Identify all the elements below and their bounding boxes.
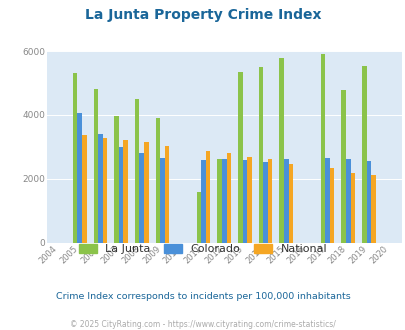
Bar <box>222 159 226 243</box>
Bar <box>329 168 334 243</box>
Bar <box>366 161 370 243</box>
Bar <box>324 158 329 243</box>
Bar <box>201 160 205 243</box>
Bar <box>247 157 251 243</box>
Bar <box>263 162 267 243</box>
Bar <box>217 159 222 243</box>
Bar <box>350 173 354 243</box>
Text: Crime Index corresponds to incidents per 100,000 inhabitants: Crime Index corresponds to incidents per… <box>55 292 350 301</box>
Bar <box>267 159 272 243</box>
Bar <box>196 191 201 243</box>
Bar <box>82 135 86 243</box>
Bar <box>144 142 148 243</box>
Bar <box>258 67 263 243</box>
Bar <box>288 164 292 243</box>
Bar <box>139 153 144 243</box>
Bar <box>345 159 350 243</box>
Text: La Junta Property Crime Index: La Junta Property Crime Index <box>85 8 320 22</box>
Bar <box>160 158 164 243</box>
Bar <box>370 175 375 243</box>
Bar <box>98 134 102 243</box>
Bar <box>164 146 169 243</box>
Bar <box>134 99 139 243</box>
Bar <box>238 72 242 243</box>
Bar <box>123 140 128 243</box>
Bar <box>361 66 366 243</box>
Bar <box>284 159 288 243</box>
Bar <box>341 90 345 243</box>
Bar <box>77 113 82 243</box>
Bar <box>320 54 324 243</box>
Bar <box>205 151 210 243</box>
Bar <box>93 89 98 243</box>
Bar <box>102 138 107 243</box>
Bar <box>114 115 119 243</box>
Bar <box>226 152 230 243</box>
Text: © 2025 CityRating.com - https://www.cityrating.com/crime-statistics/: © 2025 CityRating.com - https://www.city… <box>70 320 335 329</box>
Bar <box>73 74 77 243</box>
Bar <box>242 160 247 243</box>
Bar <box>119 148 123 243</box>
Bar <box>279 58 284 243</box>
Legend: La Junta, Colorado, National: La Junta, Colorado, National <box>74 239 331 258</box>
Bar <box>155 118 160 243</box>
